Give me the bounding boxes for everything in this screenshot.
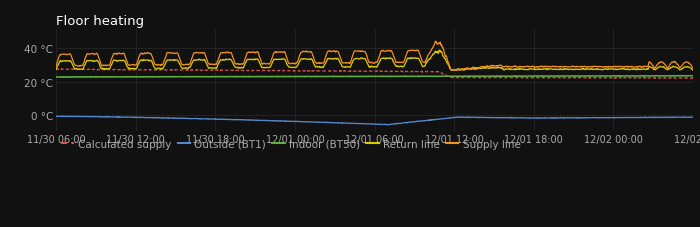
Legend: Calculated supply, Outside (BT1), Indoor (BT50), Return line, Supply line: Calculated supply, Outside (BT1), Indoor…	[61, 139, 521, 149]
Text: Floor heating: Floor heating	[56, 15, 144, 28]
